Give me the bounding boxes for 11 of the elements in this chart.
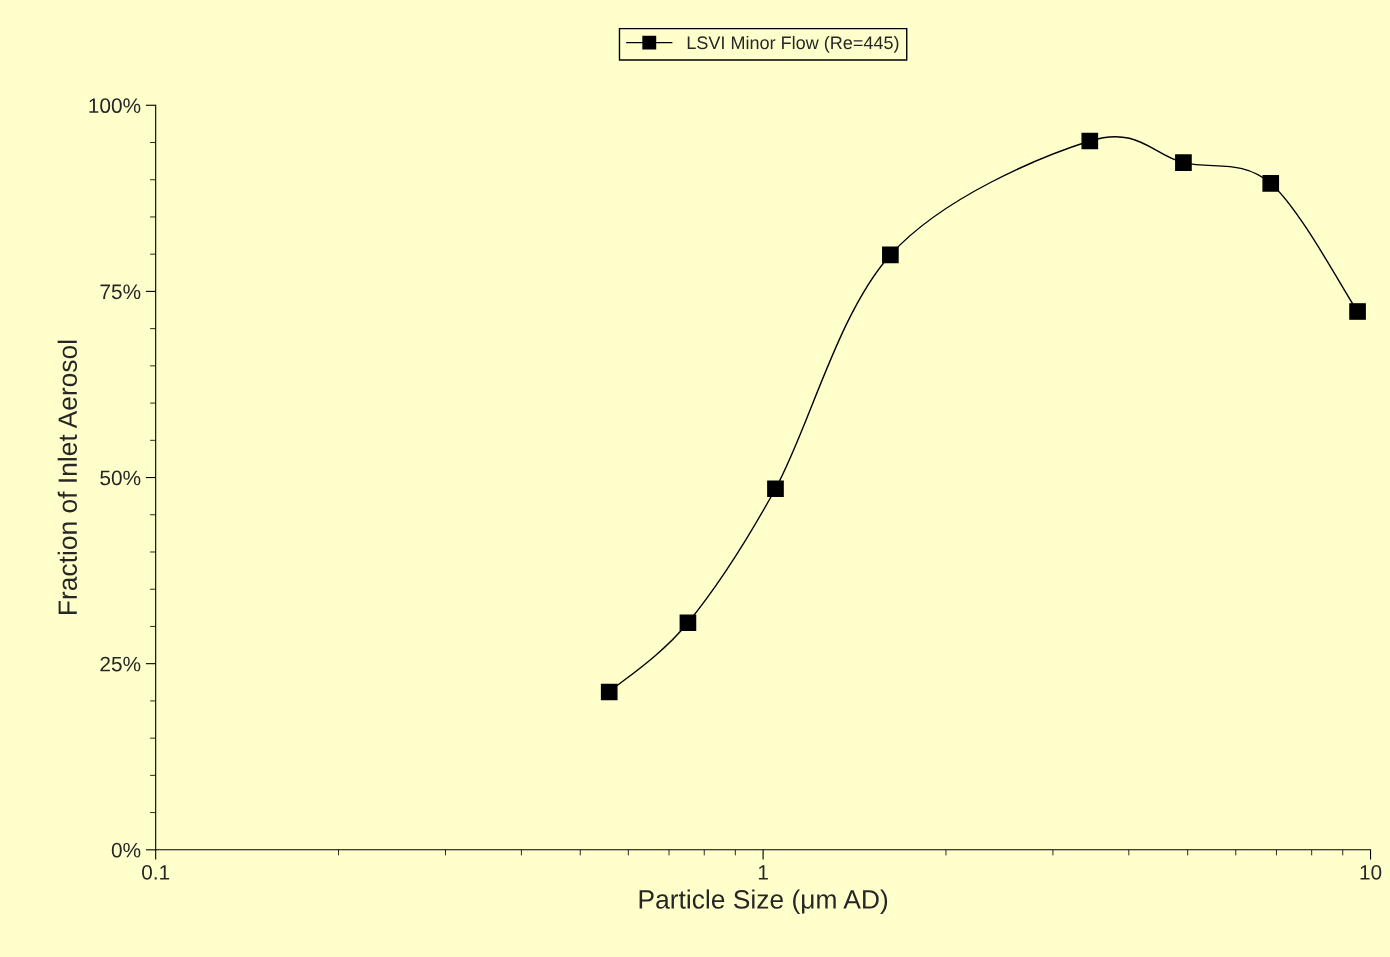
y-tick-label: 50% xyxy=(100,470,141,486)
y-tick-label: 75% xyxy=(100,284,141,300)
legend-label: LSVI Minor Flow (Re=445) xyxy=(687,35,899,53)
y-tick-label: 0% xyxy=(111,842,141,858)
y-axis-title: Fraction of Inlet Aerosol xyxy=(57,340,78,614)
x-axis-title: Particle Size (μm AD) xyxy=(639,889,888,914)
y-tick-label: 25% xyxy=(100,656,141,672)
x-tick-label: 10 xyxy=(1360,864,1382,880)
x-tick-label: 0.1 xyxy=(142,864,170,880)
x-tick-label: 1 xyxy=(758,865,768,880)
y-tick-label: 100% xyxy=(89,98,141,114)
